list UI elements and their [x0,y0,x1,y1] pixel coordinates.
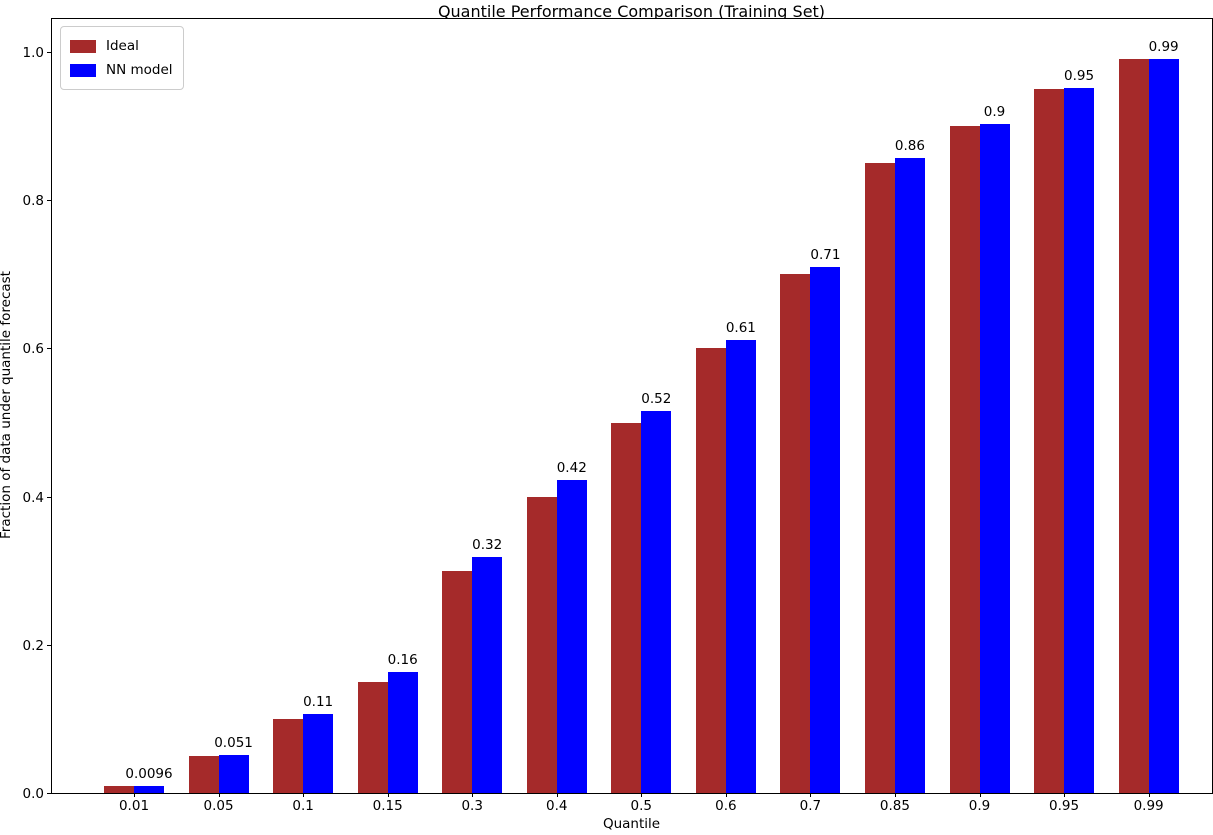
bar-ideal-0.01 [104,785,134,793]
bar-value-label-0.6: 0.61 [725,320,756,337]
plot-area [51,18,1213,794]
x-tick-label-0.1: 0.1 [292,798,314,814]
x-tick-mark [387,793,389,797]
x-tick-label-0.6: 0.6 [715,798,737,814]
bar-ideal-0.85 [864,163,895,793]
y-tick-mark [47,200,51,202]
bar-ideal-0.15 [357,681,388,793]
bar-value-label-0.5: 0.52 [641,390,672,407]
y-tick-mark [47,348,51,350]
x-tick-mark [218,793,220,797]
y-tick-mark [47,496,51,498]
x-tick-label-0.95: 0.95 [1049,798,1080,814]
bar-value-label-0.15: 0.16 [387,652,418,669]
bar-nn-model-0.99 [1148,59,1179,793]
x-tick-mark [641,793,643,797]
legend-swatch-nn-model [70,63,96,77]
y-axis-label: Fraction of data under quantile forecast [0,271,14,539]
y-tick-label-1.0: 1.0 [22,45,44,61]
bar-ideal-0.9 [949,126,980,793]
bar-value-label-0.95: 0.95 [1064,68,1095,85]
bar-ideal-0.99 [1118,59,1149,793]
chart-title: Quantile Performance Comparison (Trainin… [437,2,826,21]
y-tick-mark [47,52,51,53]
x-tick-label-0.4: 0.4 [546,798,568,814]
x-tick-mark [472,793,474,797]
bar-ideal-0.05 [188,755,219,793]
y-tick-label-0.6: 0.6 [22,341,44,358]
legend-item-nn-model: NN model [70,58,173,82]
y-tick-label-0.2: 0.2 [22,637,44,654]
bar-value-label-0.85: 0.86 [894,137,925,154]
legend-item-ideal: Ideal [70,34,173,58]
y-tick-label-0.4: 0.4 [22,489,44,506]
bar-nn-model-0.01 [134,785,164,793]
x-tick-mark [894,793,896,797]
x-tick-label-0.85: 0.85 [879,798,910,814]
bar-value-label-0.7: 0.71 [810,246,841,263]
bar-nn-model-0.85 [894,157,925,793]
x-tick-mark [556,793,558,797]
x-tick-mark [725,793,727,797]
x-tick-label-0.15: 0.15 [372,798,403,814]
bar-value-label-0.4: 0.42 [556,460,587,477]
bar-nn-model-0.9 [979,123,1010,793]
x-tick-label-0.5: 0.5 [630,798,653,814]
y-tick-label-0.8: 0.8 [22,193,44,210]
x-tick-label-0.9: 0.9 [968,798,991,814]
bar-nn-model-0.5 [641,410,672,793]
bar-value-label-0.3: 0.32 [472,537,503,554]
bar-value-label-0.9: 0.9 [983,103,1006,120]
bar-value-label-0.05: 0.051 [214,735,253,752]
bar-ideal-0.95 [1034,89,1065,793]
y-tick-mark [47,644,51,646]
y-tick-label-0.0: 0.0 [22,786,44,802]
x-tick-label-0.7: 0.7 [799,798,822,814]
bar-ideal-0.1 [273,718,304,793]
x-tick-mark [303,793,305,797]
legend-label-ideal: Ideal [106,38,139,54]
y-tick-mark [47,793,51,794]
bar-nn-model-0.7 [810,266,841,793]
bar-value-label-0.01: 0.0096 [125,765,173,782]
bar-value-label-0.99: 0.99 [1148,39,1179,56]
x-tick-label-0.99: 0.99 [1133,798,1164,814]
bar-ideal-0.7 [780,274,811,793]
bar-nn-model-0.95 [1064,88,1095,793]
bar-nn-model-0.1 [303,713,334,793]
x-tick-mark [1064,793,1066,797]
x-axis-label: Quantile [602,816,661,832]
legend-swatch-ideal [70,39,96,53]
bar-ideal-0.6 [695,348,726,793]
bar-nn-model-0.05 [218,755,249,793]
bar-nn-model-0.4 [556,480,587,793]
bar-ideal-0.4 [526,496,557,793]
bar-ideal-0.5 [611,422,642,793]
x-tick-label-0.3: 0.3 [461,798,483,814]
x-tick-mark [810,793,812,797]
x-tick-label-0.01: 0.01 [118,798,150,814]
bar-nn-model-0.6 [725,340,756,793]
bar-value-label-0.1: 0.11 [303,693,334,710]
bar-nn-model-0.3 [472,557,503,793]
bar-nn-model-0.15 [387,672,418,793]
x-tick-mark [134,793,135,797]
bar-ideal-0.3 [442,570,473,793]
legend-label-nn-model: NN model [106,62,173,78]
legend: Ideal NN model [60,26,184,90]
x-tick-label-0.05: 0.05 [203,798,234,814]
x-tick-mark [1148,793,1150,797]
x-tick-mark [979,793,981,797]
